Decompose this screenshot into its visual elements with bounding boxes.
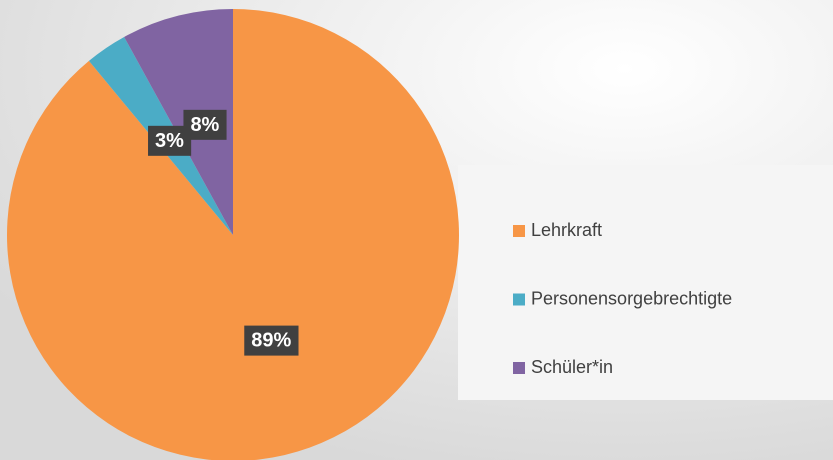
data-label-box	[244, 325, 299, 356]
data-label-text: 89%	[251, 330, 291, 352]
legend-box	[458, 165, 833, 400]
data-label-text: 8%	[190, 114, 219, 136]
data-label: 89%	[244, 325, 299, 356]
legend-swatch	[513, 362, 525, 374]
legend-label: Schüler*in	[531, 357, 613, 377]
legend-swatch	[513, 225, 525, 237]
legend-swatch	[513, 293, 525, 306]
legend-label: Personensorgebrechtigte	[531, 288, 732, 308]
legend-label: Lehrkraft	[531, 220, 602, 240]
pie-slice	[124, 9, 233, 235]
pie-slice	[7, 9, 459, 460]
data-label: 8%	[183, 109, 227, 140]
data-label-box	[183, 109, 227, 140]
data-label-text: 3%	[155, 130, 184, 152]
